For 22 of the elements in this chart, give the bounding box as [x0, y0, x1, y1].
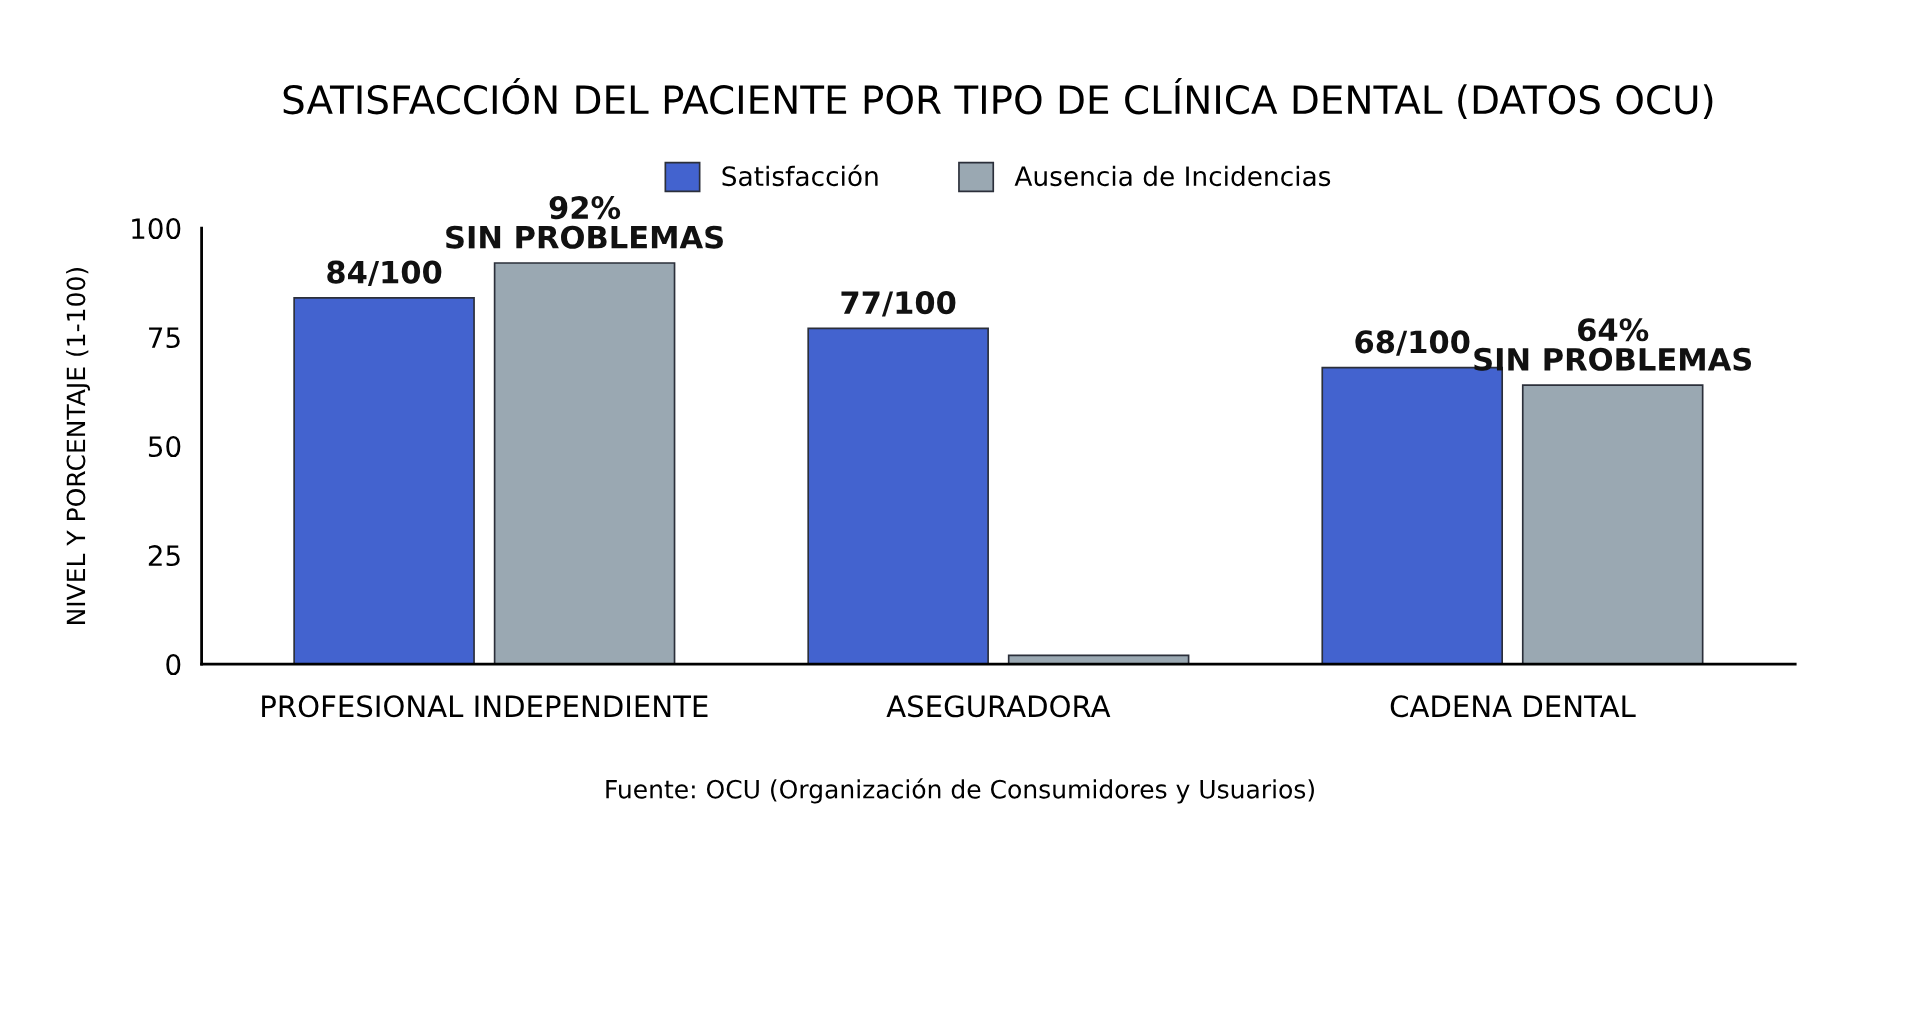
x-tick-label: PROFESIONAL INDEPENDIENTE: [262, 695, 708, 718]
y-tick-label: 0: [166, 654, 181, 676]
y-tick-label: 50: [148, 436, 181, 458]
y-tick-label: 100: [132, 218, 181, 240]
y-tick-label: 25: [148, 545, 180, 567]
data-label: 77/100: [841, 291, 956, 317]
data-label: 64% SIN PROBLEMAS: [1474, 318, 1752, 371]
y-tick-label: 75: [149, 327, 180, 349]
bar: [1521, 384, 1704, 665]
data-label: 92% SIN PROBLEMAS: [446, 196, 723, 249]
legend-label: Ausencia de Incidencias: [1014, 165, 1331, 187]
chart-title: SATISFACCIÓN DEL PACIENTE POR TIPO DE CLÍNICA DENTAL (DATOS OCU): [283, 77, 1713, 119]
data-label: 84/100: [327, 260, 442, 287]
source-note: Fuente: OCU (Organización de Consumidores y Usuarios): [606, 778, 1314, 804]
bar: [807, 327, 989, 665]
x-tick-label: CADENA DENTAL: [1390, 695, 1636, 718]
data-label: 68/100: [1355, 330, 1470, 356]
bar: [293, 297, 475, 665]
y-axis-title: NIVEL Y PORCENTAJE (1-100): [66, 268, 91, 625]
x-tick-label: ASEGURADORA: [886, 695, 1111, 718]
bar: [493, 262, 676, 665]
legend-label: Satisfacción: [722, 164, 878, 187]
